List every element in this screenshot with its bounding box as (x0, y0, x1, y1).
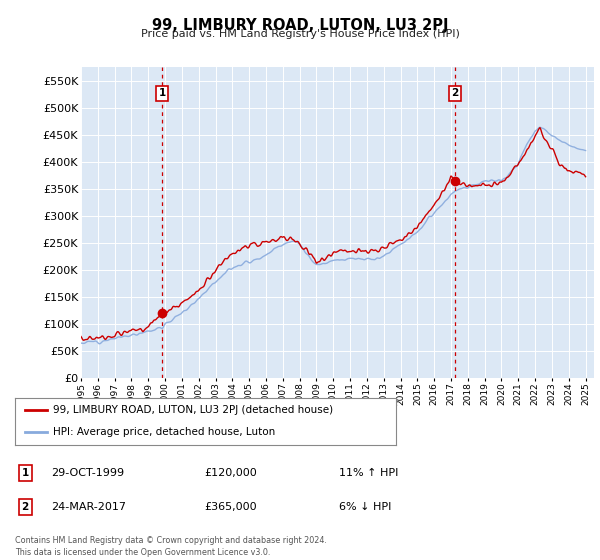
Text: HPI: Average price, detached house, Luton: HPI: Average price, detached house, Luto… (53, 427, 275, 437)
Text: 99, LIMBURY ROAD, LUTON, LU3 2PJ: 99, LIMBURY ROAD, LUTON, LU3 2PJ (152, 18, 448, 33)
Text: 29-OCT-1999: 29-OCT-1999 (51, 468, 124, 478)
Text: £120,000: £120,000 (204, 468, 257, 478)
Text: £365,000: £365,000 (204, 502, 257, 512)
Text: 1: 1 (22, 468, 29, 478)
Text: 11% ↑ HPI: 11% ↑ HPI (339, 468, 398, 478)
Text: 2: 2 (22, 502, 29, 512)
Text: Price paid vs. HM Land Registry's House Price Index (HPI): Price paid vs. HM Land Registry's House … (140, 29, 460, 39)
Text: 1: 1 (158, 88, 166, 98)
Text: 6% ↓ HPI: 6% ↓ HPI (339, 502, 391, 512)
Text: 24-MAR-2017: 24-MAR-2017 (51, 502, 126, 512)
Text: 2: 2 (451, 88, 458, 98)
Text: 99, LIMBURY ROAD, LUTON, LU3 2PJ (detached house): 99, LIMBURY ROAD, LUTON, LU3 2PJ (detach… (53, 405, 333, 416)
Text: Contains HM Land Registry data © Crown copyright and database right 2024.
This d: Contains HM Land Registry data © Crown c… (15, 536, 327, 557)
